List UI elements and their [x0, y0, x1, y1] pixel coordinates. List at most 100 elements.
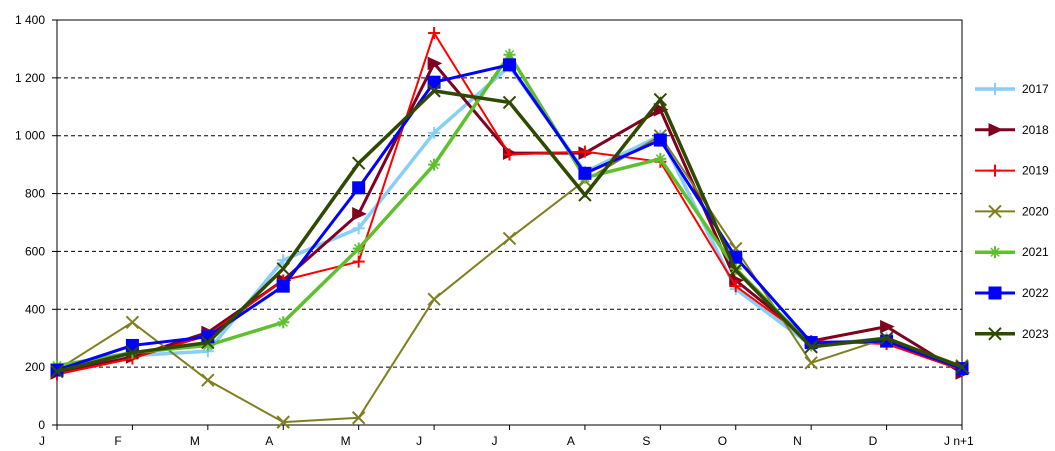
data-point	[428, 158, 441, 171]
legend-item-2018: 2018	[975, 123, 1049, 137]
data-point	[989, 246, 1001, 259]
data-point	[578, 166, 592, 180]
series-line	[56, 63, 963, 372]
data-point	[989, 164, 1001, 177]
data-point	[729, 263, 743, 277]
data-point	[502, 95, 517, 110]
x-tick-label: J n+1	[944, 434, 974, 448]
data-point	[277, 254, 290, 267]
x-tick-label: J	[39, 434, 45, 448]
y-tick-label: 800	[25, 187, 45, 201]
legend-item-2017: 2017	[975, 82, 1049, 96]
data-point	[352, 181, 366, 195]
series-2019	[51, 27, 968, 381]
data-point	[201, 335, 215, 350]
data-point	[880, 319, 895, 334]
y-tick-label: 0	[38, 418, 45, 432]
data-point	[427, 56, 443, 71]
x-tick-label: S	[642, 434, 650, 448]
y-tick-label: 1 400	[15, 13, 45, 27]
axes: 0 200 400 600 800 1 000 1 200 1 400 J F M A M J J A S O N D…	[15, 13, 974, 448]
series-line	[56, 30, 963, 376]
series-2017	[51, 60, 968, 378]
data-point	[427, 84, 441, 98]
data-point	[988, 286, 1002, 300]
series-2021	[51, 48, 968, 375]
legend-label: 2023	[1022, 327, 1049, 341]
series-2020	[50, 129, 969, 429]
legend-label: 2018	[1022, 123, 1049, 137]
legend-item-2020: 2020	[975, 204, 1049, 218]
data-point	[988, 204, 1002, 219]
data-point	[276, 415, 290, 429]
data-point	[352, 222, 365, 235]
data-point	[988, 123, 1004, 137]
data-point	[201, 373, 215, 387]
legend-label: 2019	[1022, 164, 1049, 178]
data-point	[352, 255, 365, 268]
plot-area-border	[56, 19, 963, 426]
data-point	[653, 133, 667, 147]
data-point	[988, 327, 1002, 341]
data-point	[351, 411, 366, 425]
series-lines	[50, 27, 971, 429]
grid	[56, 19, 963, 426]
y-tick-label: 1 200	[15, 71, 45, 85]
x-tick-label: D	[869, 434, 878, 448]
data-point	[578, 188, 592, 202]
y-tick-label: 200	[25, 360, 45, 374]
data-point	[955, 360, 969, 374]
series-line	[56, 134, 963, 424]
data-point	[804, 356, 818, 370]
data-point	[502, 231, 517, 246]
legend-label: 2020	[1022, 204, 1049, 218]
data-point	[428, 126, 441, 139]
x-tick-label: M	[190, 434, 200, 448]
legend-label: 2022	[1022, 286, 1049, 300]
legend-label: 2021	[1022, 245, 1049, 259]
legend-label: 2017	[1022, 82, 1049, 96]
data-point	[578, 145, 591, 158]
data-point	[653, 92, 668, 107]
x-tick-label: A	[265, 434, 273, 448]
x-tick-label: N	[793, 434, 802, 448]
data-point	[50, 364, 64, 379]
legend-item-2023: 2023	[975, 327, 1049, 341]
data-point	[427, 75, 441, 89]
legend: 2017 2018 2019 2020 2021 2022 2023	[975, 82, 1049, 341]
x-tick-label: A	[567, 434, 575, 448]
legend-item-2019: 2019	[975, 164, 1049, 178]
y-tick-label: 600	[25, 244, 45, 258]
data-point	[427, 292, 441, 306]
legend-item-2021: 2021	[975, 245, 1049, 259]
x-tick-label: F	[114, 434, 121, 448]
x-tick-label: O	[718, 434, 727, 448]
y-tick-label: 1 000	[15, 129, 45, 143]
data-point	[277, 316, 290, 329]
data-point	[729, 280, 742, 293]
data-point	[503, 48, 516, 61]
data-point	[276, 279, 290, 293]
data-point	[503, 148, 516, 161]
x-tick-label: J	[416, 434, 422, 448]
series-line	[56, 63, 963, 374]
data-point	[503, 58, 516, 72]
y-tick-label: 400	[25, 302, 45, 316]
data-point	[276, 262, 290, 276]
series-line	[56, 60, 963, 375]
legend-item-2022: 2022	[975, 286, 1049, 300]
data-point	[352, 207, 367, 221]
data-point	[125, 315, 140, 330]
series-line	[56, 89, 963, 374]
data-point	[352, 242, 365, 255]
x-tick-label: J	[492, 434, 498, 448]
data-point	[125, 345, 140, 360]
data-point	[989, 83, 1001, 95]
data-point	[654, 152, 667, 165]
series-2023	[50, 84, 969, 379]
x-tick-label: M	[341, 434, 351, 448]
series-2022	[50, 58, 969, 377]
data-point	[351, 156, 366, 170]
data-point	[879, 331, 894, 345]
